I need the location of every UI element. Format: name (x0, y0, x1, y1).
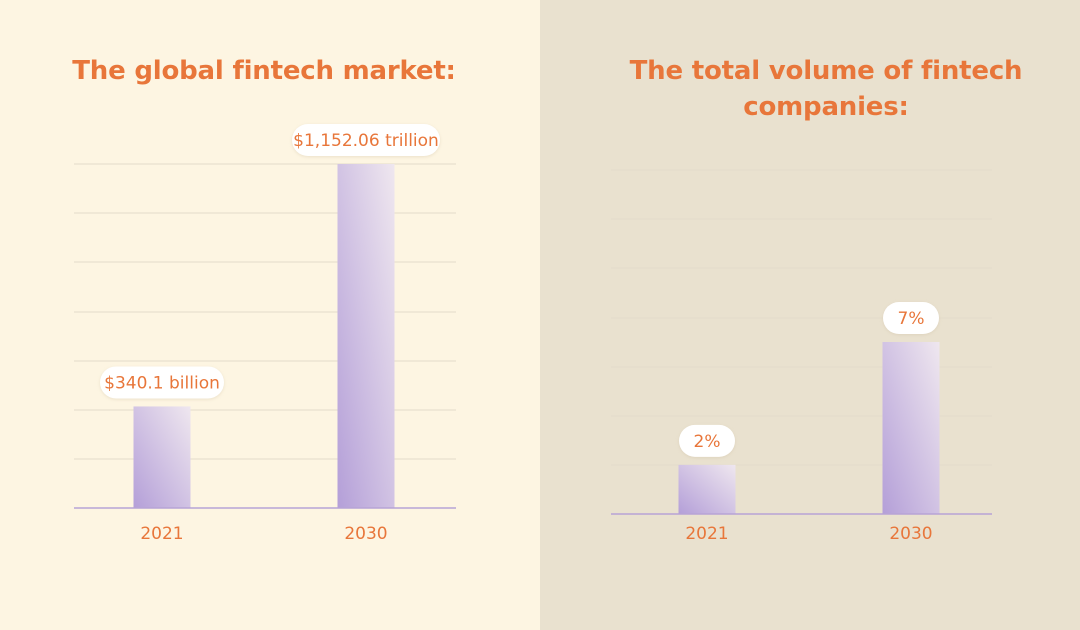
chart-title-global-market: The global fintech market: (72, 56, 456, 86)
chart-title-fintech-volume: The total volume of fintech companies: (629, 56, 1023, 122)
x-tick-label-2021: 2021 (685, 524, 728, 544)
data-label-pill-2021 (100, 366, 224, 399)
left-panel: The global fintech market: $340.1 billio… (0, 0, 540, 630)
data-label-pill-2021 (679, 424, 735, 457)
bar-2030 (337, 164, 395, 508)
data-label-pill-2030 (292, 124, 440, 156)
x-tick-label-2021: 2021 (140, 524, 183, 544)
bar-2030 (882, 342, 940, 514)
data-label-2021: 2% (694, 432, 721, 452)
bar-2021 (133, 406, 191, 508)
x-tick-label-2030: 2030 (344, 524, 387, 544)
bar-2021 (678, 464, 736, 514)
fintech-volume-bar-chart: 2% 2021 7% 2030 (611, 169, 992, 544)
global-market-bar-chart: $340.1 billion 2021 $1,152.06 trillion 2030 (74, 124, 456, 544)
right-panel: The total volume of fintech companies: 2… (540, 0, 1080, 630)
x-tick-label-2030: 2030 (889, 524, 932, 544)
data-label-2021: $340.1 billion (104, 373, 220, 393)
data-label-pill-2030 (883, 302, 939, 334)
data-label-2030: $1,152.06 trillion (293, 131, 439, 151)
data-label-2030: 7% (898, 309, 925, 329)
